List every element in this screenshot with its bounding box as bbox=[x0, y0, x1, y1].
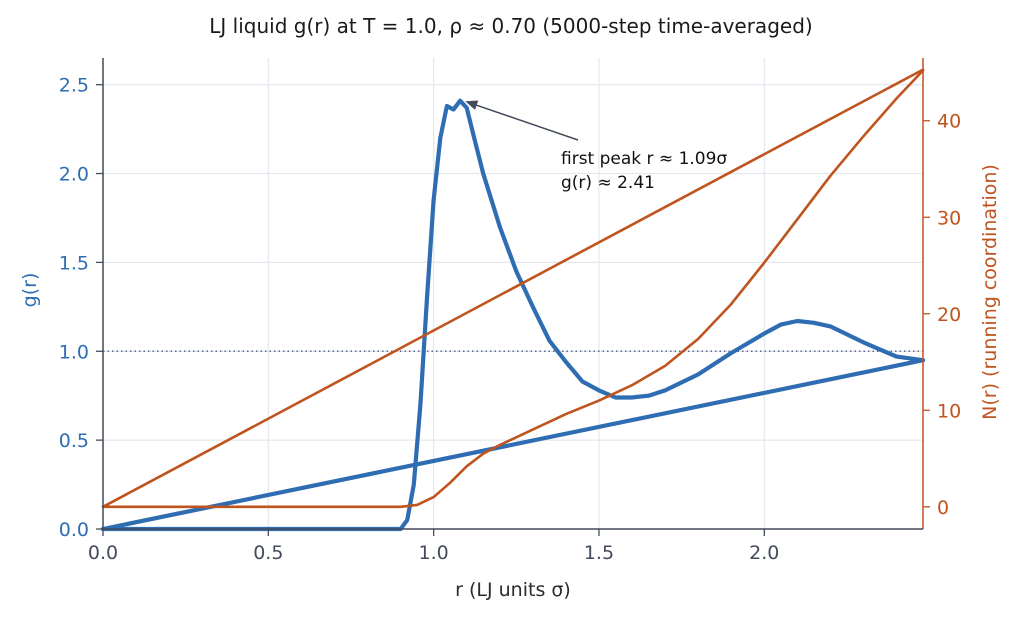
annotation-line-2: g(r) ≈ 2.41 bbox=[561, 173, 655, 193]
chart-title: LJ liquid g(r) at T = 1.0, ρ ≈ 0.70 (500… bbox=[209, 14, 812, 38]
y-right-tick-label-4: 40 bbox=[937, 111, 961, 133]
y-right-tick-label-2: 20 bbox=[937, 304, 961, 326]
series-line-2 bbox=[101, 69, 925, 509]
y-axis-label-right: N(r) (running coordination) bbox=[979, 164, 1001, 420]
y-right-tick-label-0: 0 bbox=[937, 497, 949, 519]
annotation-arrow bbox=[472, 103, 579, 141]
annotation-line-1: first peak r ≈ 1.09σ bbox=[561, 149, 727, 169]
y-left-tick-label-3: 1.5 bbox=[59, 252, 89, 274]
grid bbox=[102, 58, 923, 530]
y-left-tick-label-0: 0.0 bbox=[59, 519, 89, 541]
x-tick-label-3: 1.5 bbox=[584, 542, 614, 564]
y-axis-label-left: g(r) bbox=[19, 273, 41, 308]
y-left-tick-label-5: 2.5 bbox=[59, 75, 89, 97]
y-right-tick-label-1: 10 bbox=[937, 400, 961, 422]
y-left-tick-label-2: 1.0 bbox=[59, 341, 89, 363]
series-layer bbox=[100, 68, 926, 532]
series-line-3 bbox=[101, 68, 925, 509]
y-right-tick-label-3: 30 bbox=[937, 207, 961, 229]
x-tick-label-4: 2.0 bbox=[749, 542, 779, 564]
x-tick-label-2: 1.0 bbox=[419, 542, 449, 564]
peak-annotation: first peak r ≈ 1.09σ g(r) ≈ 2.41 bbox=[465, 100, 727, 193]
x-tick-label-1: 0.5 bbox=[253, 542, 283, 564]
axes bbox=[102, 58, 924, 530]
annotation-arrowhead bbox=[465, 100, 479, 110]
ticks: 0.0 0.5 1.0 1.5 2.0 0.0 0.5 1.0 1.5 2.0 2.5 0 10 20 30… bbox=[59, 75, 961, 564]
series-line-1 bbox=[100, 358, 926, 532]
y-left-tick-label-1: 0.5 bbox=[59, 430, 89, 452]
y-left-tick-label-4: 2.0 bbox=[59, 164, 89, 186]
series-line-0 bbox=[100, 98, 926, 532]
x-axis-label: r (LJ units σ) bbox=[455, 579, 571, 601]
x-tick-label-0: 0.0 bbox=[88, 542, 118, 564]
